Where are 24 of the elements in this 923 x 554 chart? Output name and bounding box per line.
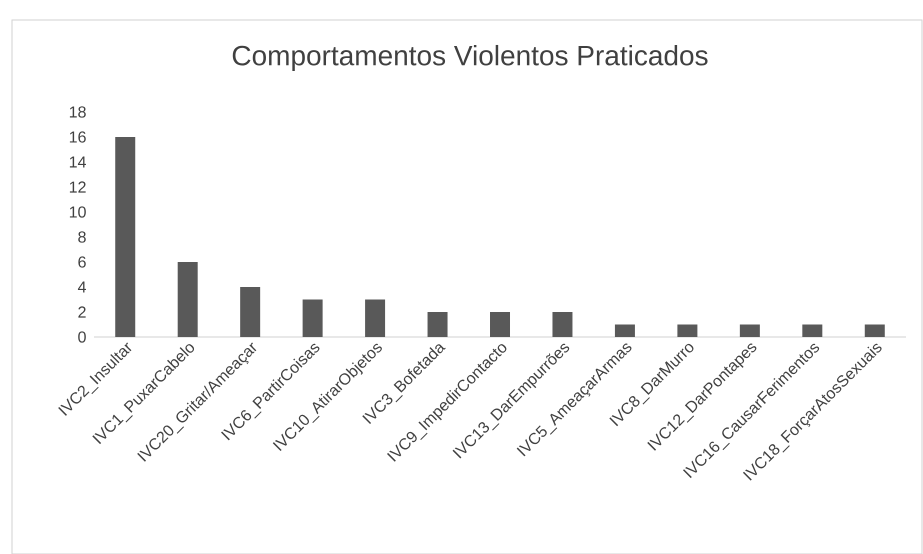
- y-tick-label: 6: [78, 256, 86, 268]
- y-tick-label: 10: [70, 206, 86, 218]
- bar: [302, 300, 323, 337]
- bar: [552, 312, 572, 337]
- y-tick-label: 8: [78, 231, 86, 243]
- bar: [115, 136, 136, 337]
- y-tick-label: 4: [78, 281, 86, 293]
- bar: [614, 324, 635, 337]
- chart-title: Comportamentos Violentos Praticados: [232, 44, 708, 72]
- bar: [365, 300, 386, 337]
- bar: [240, 287, 260, 337]
- y-tick-label: 2: [78, 306, 86, 318]
- bar: [864, 324, 885, 337]
- bar: [490, 312, 510, 337]
- y-tick-label: 18: [70, 106, 86, 118]
- bar: [677, 324, 698, 337]
- y-tick-label: 14: [70, 156, 86, 168]
- bar: [178, 262, 198, 337]
- y-tick-label: 12: [70, 181, 86, 193]
- bar: [428, 312, 448, 337]
- bar: [802, 324, 822, 337]
- bar: [740, 324, 760, 337]
- y-tick-label: 16: [70, 131, 86, 143]
- y-tick-label: 0: [78, 331, 86, 343]
